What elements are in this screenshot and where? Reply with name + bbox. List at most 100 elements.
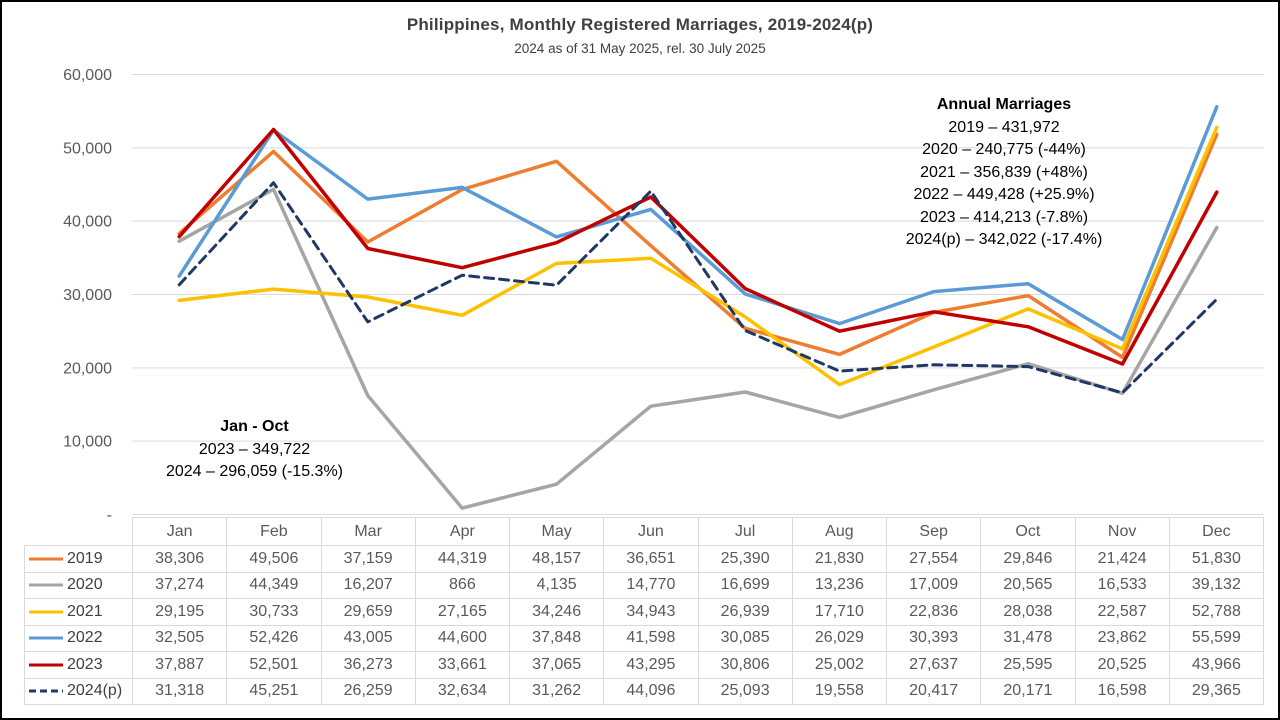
jan-oct-note-line: 2023 – 349,722 <box>198 440 311 458</box>
table-value-cell: 21,424 <box>1074 545 1170 573</box>
table-value-cell: 16,533 <box>1074 571 1170 599</box>
table-value-cell: 43,295 <box>603 651 699 679</box>
table-value-cell: 51,830 <box>1168 545 1265 573</box>
table-value-cell: 25,595 <box>980 651 1076 679</box>
table-body: 2019 38,306 49,506 37,159 44,319 48,157 36,651… <box>24 545 1265 705</box>
table-value-cell: 26,939 <box>697 598 793 626</box>
y-axis-tick-label: 20,000 <box>63 360 112 377</box>
table-value-cell: 52,426 <box>226 624 322 652</box>
y-axis-tick-label: 30,000 <box>63 287 112 304</box>
table-value-cell: 43,966 <box>1168 651 1265 679</box>
table-row: 2020 37,274 44,349 16,207 866 4,135 14,770 16,6… <box>24 571 1265 599</box>
legend-cell: 2022 <box>24 624 133 652</box>
series-label: 2020 <box>67 576 103 594</box>
table-value-cell: 34,943 <box>603 598 699 626</box>
annual-marriages-heading: Annual Marriages <box>936 96 1072 113</box>
table-value-cell: 13,236 <box>791 571 888 599</box>
table-value-cell: 38,306 <box>131 545 228 573</box>
table-value-cell: 30,393 <box>885 624 982 652</box>
table-value-cell: 36,273 <box>320 651 416 679</box>
table-row: 2021 29,195 30,733 29,659 27,165 34,246 34,943… <box>24 598 1265 626</box>
table-header-cell: Feb <box>226 517 322 546</box>
table-header: Jan Feb Mar Apr May Jun Jul Aug Sep Oct Nov Dec <box>24 517 1265 546</box>
table-value-cell: 22,836 <box>885 598 982 626</box>
table-header-cell: Oct <box>980 517 1076 546</box>
series-marker-icon <box>29 663 63 667</box>
jan-oct-lines: 2023 – 349,722 2024 – 296,059 (-15.3%) <box>127 439 382 484</box>
series-marker-icon <box>29 689 63 693</box>
table-value-cell: 25,390 <box>697 545 793 573</box>
table-value-cell: 23,862 <box>1074 624 1170 652</box>
y-axis-tick-label: 60,000 <box>63 67 112 84</box>
table-value-cell: 39,132 <box>1168 571 1265 599</box>
table-header-cell: Jan <box>131 517 228 546</box>
table-value-cell: 48,157 <box>508 545 605 573</box>
legend-cell: 2020 <box>24 571 133 599</box>
table-value-cell: 4,135 <box>508 571 605 599</box>
table-value-cell: 32,634 <box>414 677 511 705</box>
annual-marriages-lines: 2019 – 431,972 2020 – 240,775 (-44%) 2021 … <box>850 117 1158 252</box>
table-header-cell: Jun <box>603 517 699 546</box>
table-value-cell: 31,318 <box>131 677 228 705</box>
table-value-cell: 37,274 <box>131 571 228 599</box>
table-header-cell: Nov <box>1074 517 1170 546</box>
table-value-cell: 866 <box>414 571 511 599</box>
table-header-cell: Mar <box>320 517 416 546</box>
annual-note-line: 2021 – 356,839 (+48%) <box>920 163 1088 181</box>
table-value-cell: 44,319 <box>414 545 511 573</box>
table-value-cell: 30,733 <box>226 598 322 626</box>
jan-oct-heading: Jan - Oct <box>220 418 289 435</box>
annual-note-line: 2024(p) – 342,022 (-17.4%) <box>905 231 1103 248</box>
table-value-cell: 20,417 <box>885 677 982 705</box>
table-value-cell: 29,195 <box>131 598 228 626</box>
table-value-cell: 20,565 <box>980 571 1076 599</box>
table-value-cell: 43,005 <box>320 624 416 652</box>
table-value-cell: 52,788 <box>1168 598 1265 626</box>
table-row: 2023 37,887 52,501 36,273 33,661 37,065 43,295… <box>24 651 1265 679</box>
y-axis-tick-label: - <box>107 507 112 517</box>
y-axis-tick-label: 10,000 <box>63 434 112 451</box>
table-value-cell: 29,365 <box>1168 677 1265 705</box>
table-value-cell: 52,501 <box>226 651 322 679</box>
annual-note-line: 2020 – 240,775 (-44%) <box>922 141 1086 158</box>
table-value-cell: 26,259 <box>320 677 416 705</box>
chart-title: Philippines, Monthly Registered Marriage… <box>406 15 874 34</box>
table-value-cell: 16,207 <box>320 571 416 599</box>
table-value-cell: 36,651 <box>603 545 699 573</box>
series-marker-icon <box>29 636 63 640</box>
table-value-cell: 55,599 <box>1168 624 1265 652</box>
annual-note-line: 2023 – 414,213 (-7.8%) <box>919 208 1089 226</box>
jan-oct-note: Jan - Oct 2023 – 349,722 2024 – 296,059 (… <box>127 416 382 484</box>
series-marker-icon <box>29 557 63 561</box>
table-value-cell: 32,505 <box>131 624 228 652</box>
table-value-cell: 29,846 <box>980 545 1076 573</box>
table-value-cell: 37,887 <box>131 651 228 679</box>
table-header-cell: Apr <box>414 517 511 546</box>
series-line-2021 <box>177 125 1219 387</box>
y-axis-tick-label: 50,000 <box>63 140 112 157</box>
table-value-cell: 16,699 <box>697 571 793 599</box>
table-value-cell: 33,661 <box>414 651 511 679</box>
y-axis-tick-label: 40,000 <box>63 214 112 231</box>
series-line-2022 <box>177 105 1219 342</box>
table-row: 2024(p) 31,318 45,251 26,259 32,634 31,262 44,… <box>24 677 1265 705</box>
table-value-cell: 17,710 <box>791 598 888 626</box>
table-value-cell: 20,171 <box>980 677 1076 705</box>
table-value-cell: 19,558 <box>791 677 888 705</box>
chart-subtitle: 2024 as of 31 May 2025, rel. 30 July 202… <box>514 41 766 56</box>
table-value-cell: 44,096 <box>603 677 699 705</box>
table-value-cell: 20,525 <box>1074 651 1170 679</box>
table-value-cell: 25,093 <box>697 677 793 705</box>
legend-cell: 2021 <box>24 598 133 626</box>
table-value-cell: 45,251 <box>226 677 322 705</box>
table-value-cell: 31,478 <box>980 624 1076 652</box>
table-corner-cell <box>24 517 133 546</box>
table-header-cell: Dec <box>1168 517 1265 546</box>
series-label: 2023 <box>67 655 103 673</box>
series-label: 2024(p) <box>67 682 123 700</box>
legend-cell: 2019 <box>24 545 133 573</box>
series-line-2023 <box>177 127 1219 366</box>
table-value-cell: 41,598 <box>603 624 699 652</box>
table-value-cell: 49,506 <box>226 545 322 573</box>
